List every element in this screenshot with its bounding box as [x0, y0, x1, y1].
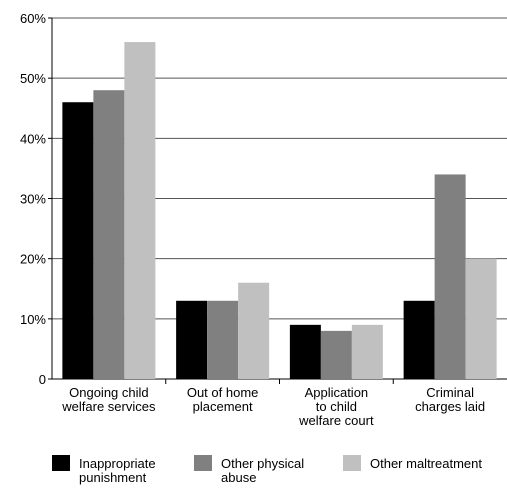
y-tick-label: 60%: [20, 11, 46, 26]
legend-label: Other maltreatment: [370, 456, 482, 471]
y-tick-label: 20%: [20, 252, 46, 267]
bar: [93, 90, 125, 379]
bar: [124, 42, 156, 380]
y-tick-label: 10%: [20, 312, 46, 327]
y-tick-label: 50%: [20, 71, 46, 86]
bar: [289, 324, 321, 379]
legend-label: Other physical abuse: [221, 456, 304, 485]
bar: [320, 330, 352, 379]
x-tick-label: Application to child welfare court: [298, 385, 374, 428]
legend-swatch: [52, 455, 70, 471]
bar: [207, 300, 239, 379]
y-tick-label: 30%: [20, 192, 46, 207]
y-tick-label: 0: [39, 372, 46, 387]
bar: [62, 102, 94, 379]
y-tick-label: 40%: [20, 131, 46, 146]
legend-swatch: [343, 455, 361, 471]
bar: [351, 324, 383, 379]
x-tick-label: Criminal charges laid: [415, 385, 485, 414]
bar: [176, 300, 208, 379]
bar: [434, 174, 466, 379]
x-tick-label: Ongoing child welfare services: [61, 385, 156, 414]
legend-label: Inappropriate punishment: [79, 456, 156, 485]
bar: [238, 282, 270, 379]
bar: [403, 300, 435, 379]
legend-swatch: [194, 455, 212, 471]
bar: [465, 258, 497, 379]
x-tick-label: Out of home placement: [187, 385, 259, 414]
